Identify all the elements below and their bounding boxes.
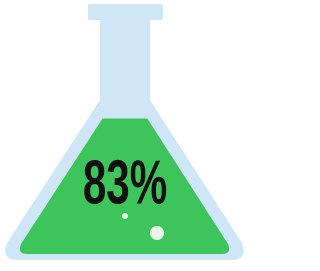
value-label: 83% xyxy=(83,148,167,217)
flask-cap xyxy=(88,4,163,20)
chart: 83% xyxy=(0,0,249,271)
page: 83% (() => { const data = JSON.parse(doc… xyxy=(0,0,249,271)
bubble xyxy=(150,226,164,240)
